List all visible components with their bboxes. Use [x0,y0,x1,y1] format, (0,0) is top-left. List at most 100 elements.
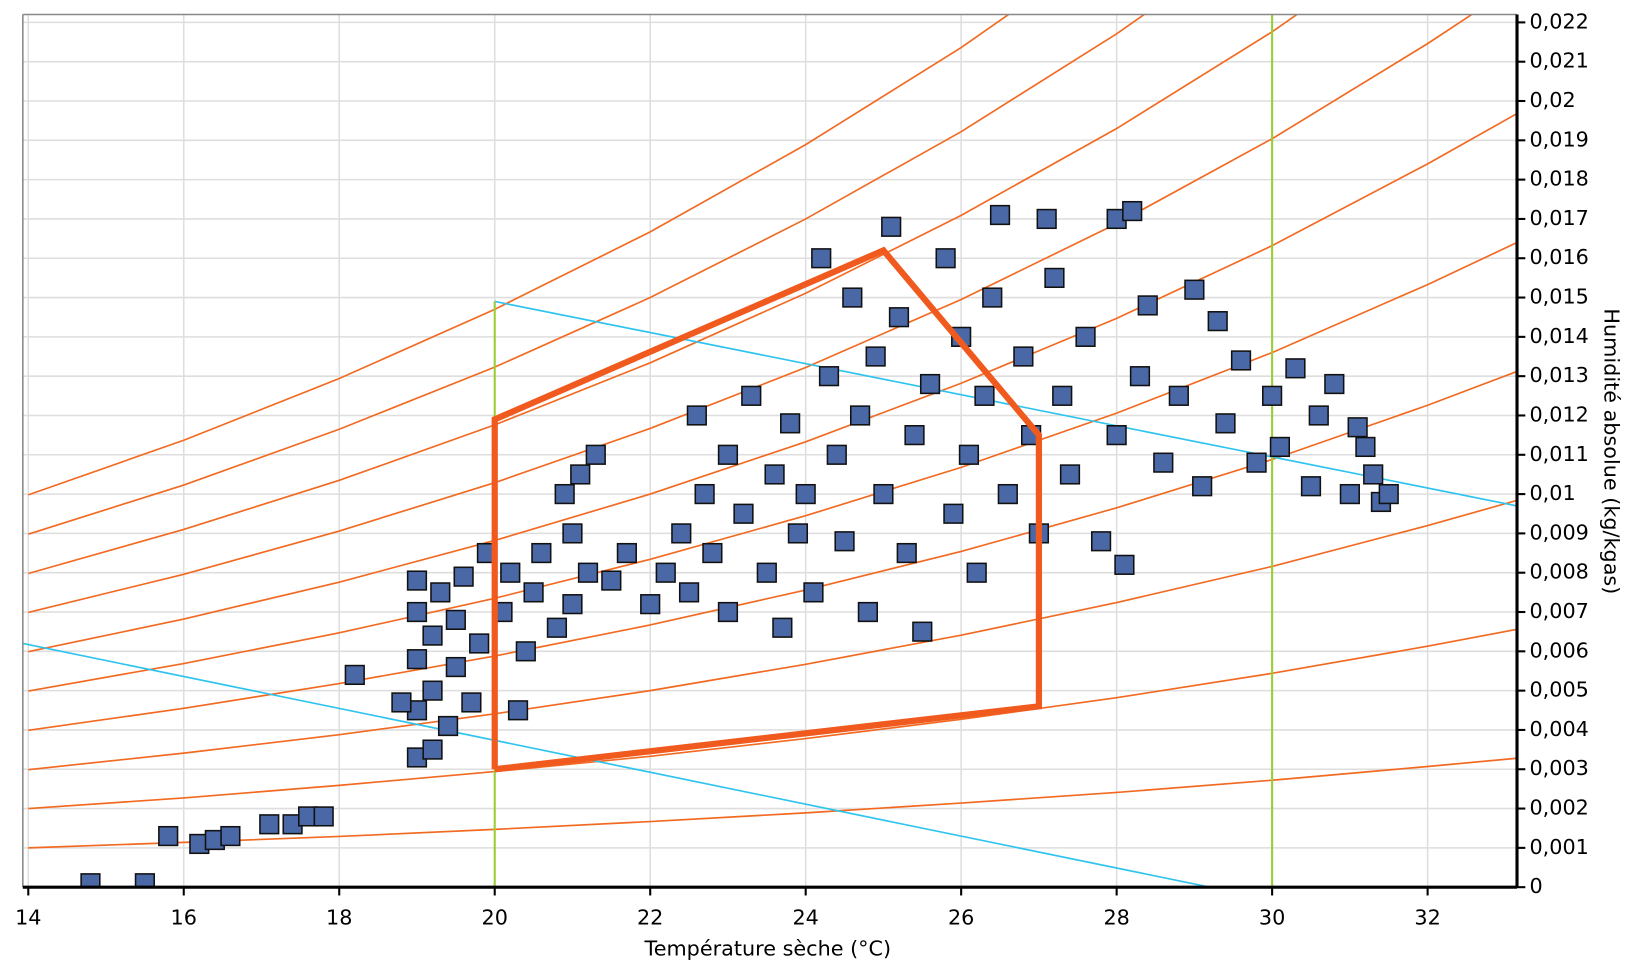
scatter-point [1044,267,1065,289]
scatter-point [896,542,917,564]
scatter-point [1378,483,1399,505]
x-tick-label: 18 [326,905,352,929]
scatter-point [865,346,886,367]
scatter-point [881,216,902,237]
y-tick-label: 0,022 [1529,9,1588,33]
comfort-zone [491,246,1043,773]
scatter-point [966,562,987,583]
scatter-point [601,570,622,591]
y-tick-label: 0,017 [1529,206,1588,230]
plot-area [22,14,1518,888]
humidity-curve [28,241,1518,692]
scatter-point [453,566,474,587]
scatter-point [1106,425,1127,446]
scatter-point [1059,464,1081,485]
scatter-point [1230,350,1252,371]
x-tick-label: 26 [948,905,974,929]
scatter-point [406,570,428,591]
scatter-point [1075,326,1096,347]
x-tick-label: 14 [15,905,41,929]
y-tick-label: 0,006 [1529,638,1588,662]
y-tick-label: 0,01 [1529,481,1575,505]
scatter-point [717,601,739,623]
axes: 14 16 18 20 22 24 26 28 30 32 0 0,001 0,002 0,003 0,00… [15,9,1589,929]
scatter-point [780,413,801,434]
scatter-point [733,503,754,524]
scatter-point [795,483,816,505]
scatter-point [616,542,637,564]
scatter-point [1308,405,1329,426]
x-tick-label: 30 [1259,905,1285,929]
y-axis-title: Humidité absolue (kg/kgas) [1599,308,1623,594]
scatter-point [554,483,575,505]
y-tick-label: 0,009 [1529,520,1588,544]
humidity-curve [27,14,1010,496]
scatter-point [912,621,933,642]
scatter-point [958,444,980,465]
scatter-point [756,562,777,583]
y-tick-label: 0,021 [1529,49,1588,73]
x-tick-label: 16 [171,905,197,929]
scatter-point [989,204,1011,226]
scatter-point [562,523,583,544]
scatter-point [1215,413,1236,434]
scatter-point [997,483,1018,505]
scatter-point [873,483,894,505]
x-tick-label: 22 [637,905,663,929]
x-tick-label: 28 [1103,905,1129,929]
y-tick-label: 0,008 [1529,560,1588,584]
scatter-point [344,664,365,686]
scatter-point [811,248,832,269]
scatter-point [1036,208,1057,230]
y-tick-label: 0,016 [1529,245,1588,269]
scatter-point [1347,417,1368,438]
y-tick-label: 0,002 [1529,796,1588,820]
scatter-point [741,385,762,406]
scatter-point [1192,476,1213,497]
scatter-point [1269,436,1291,458]
scatter-point [1090,531,1112,552]
scatter-point [1184,279,1205,300]
scatter-point [702,542,723,564]
y-tick-label: 0,02 [1529,88,1575,112]
scatter-point [1262,385,1283,406]
enthalpy-line [494,300,1518,507]
scatter-point [974,385,995,406]
x-axis-title: Température sèche (°C) [644,936,892,960]
scatter-point [461,692,482,713]
scatter-point [818,366,840,387]
scatter-point [80,873,101,888]
scatter-point [842,287,863,308]
scatter-point [1363,464,1384,485]
scatter-point [562,594,583,615]
y-tick-label: 0,015 [1529,285,1588,309]
scatter-point [523,582,544,603]
humidity-curve [28,628,1518,810]
scatter-point [1339,483,1360,505]
scatter-point [406,649,428,670]
scatter-point [686,405,707,426]
humidity-curve [28,14,1146,535]
scatter-point [134,873,155,888]
scatter-point [834,531,855,552]
scatter-point [259,814,280,835]
scatter-point [220,825,241,847]
scatter-point [577,562,599,583]
scatter-point [655,562,676,583]
scatter-point [1246,452,1267,473]
y-tick-label: 0 [1529,874,1542,898]
scatter-point [313,806,334,827]
scatter-point [585,444,606,465]
scatter-point [1168,385,1189,406]
scatter-point [787,523,809,544]
scatter-point [678,582,700,603]
scatter-point [437,715,459,737]
scatter-point [430,582,451,603]
scatter-point [904,425,925,446]
scatter-point [158,825,179,847]
scatter-point [422,625,443,646]
y-tick-label: 0,014 [1529,324,1588,348]
scatter-point [764,464,785,485]
